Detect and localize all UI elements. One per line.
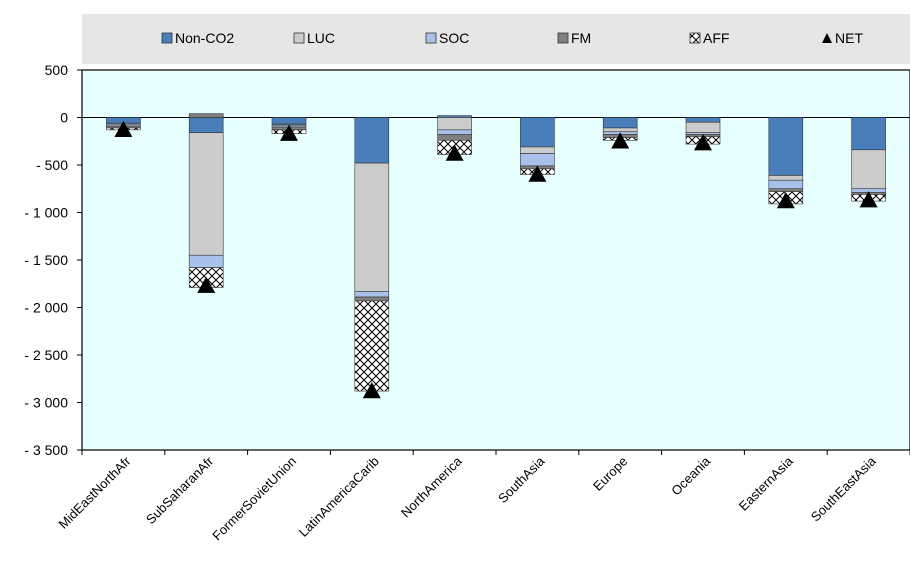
bar-segment: [851, 149, 886, 190]
bar-segment: [685, 121, 721, 133]
legend-label: Non-CO2: [175, 30, 234, 46]
y-tick-label: - 2 000: [24, 300, 68, 316]
legend-marker-triangle: [822, 33, 832, 43]
x-tick-label: FormerSovietUnion: [209, 454, 299, 544]
legend-swatch: [425, 32, 437, 44]
bar-segment: [188, 117, 224, 133]
legend-label: LUC: [307, 30, 335, 46]
legend-swatch: [293, 32, 305, 44]
bar-segment: [354, 162, 390, 292]
x-tick-label: NorthAmerica: [398, 453, 465, 520]
x-tick-label: SouthEastAsia: [808, 453, 879, 524]
x-tick-label: MidEastNorthAfr: [55, 453, 134, 532]
x-tick-label: SubSaharanAfr: [143, 453, 217, 527]
bar-segment: [271, 117, 307, 125]
bar-segment: [768, 117, 804, 176]
bar-segment: [188, 132, 224, 256]
y-tick-label: - 500: [36, 157, 68, 173]
bar-segment: [768, 175, 804, 181]
bar-segment: [768, 188, 804, 192]
net-markers: [114, 120, 878, 399]
x-tick-label: Europe: [590, 454, 630, 494]
bar-segment: [188, 254, 224, 268]
legend-swatch: [161, 32, 173, 44]
y-tick-label: - 1 500: [24, 252, 68, 268]
net-marker: [114, 120, 133, 138]
x-tick-label: SouthAsia: [495, 453, 548, 506]
legend-label: SOC: [439, 30, 469, 46]
net-marker: [528, 165, 547, 182]
net-marker: [197, 276, 216, 293]
bar-segment: [437, 129, 472, 135]
bar-segment: [354, 291, 390, 298]
bar-segment: [768, 179, 804, 190]
bar-segment: [437, 117, 472, 131]
bar-segment: [188, 113, 224, 118]
legend-label: NET: [835, 30, 863, 46]
bar-segment: [602, 127, 638, 133]
bar-segment: [520, 153, 555, 167]
bar-segment: [520, 117, 555, 148]
y-tick-label: - 3 000: [24, 395, 68, 411]
bar-segment: [437, 134, 472, 141]
bar-segment: [602, 117, 638, 129]
legend-label: AFF: [703, 30, 729, 46]
bar-segment: [851, 117, 886, 151]
bar-segment: [354, 296, 390, 302]
bar-segment: [685, 117, 721, 123]
bar-segment: [354, 117, 390, 164]
x-tick-label: Oceania: [668, 453, 713, 498]
legend: Non-CO2 LUC SOC FM AFF NET: [161, 30, 863, 46]
net-marker: [445, 144, 464, 161]
y-tick-label: 0: [60, 110, 68, 126]
x-tick-label: LatinAmericaCarib: [296, 454, 382, 540]
y-tick-label: - 1 000: [24, 205, 68, 221]
net-marker: [694, 134, 712, 151]
x-tick-label: EasternAsia: [736, 453, 797, 514]
bar-segment: [354, 300, 390, 392]
net-marker: [776, 192, 795, 209]
bar-segment: [520, 146, 555, 154]
x-axis: MidEastNorthAfr SubSaharanAfrFormerSoviet…: [55, 450, 910, 543]
net-marker: [859, 191, 878, 208]
legend-swatch: [557, 32, 569, 44]
net-marker: [611, 132, 630, 149]
net-marker: [280, 124, 298, 141]
y-tick-label: - 3 500: [24, 442, 68, 458]
legend-swatch: [689, 32, 701, 44]
legend-band: [82, 14, 910, 64]
y-tick-label: 500: [45, 62, 69, 78]
y-tick-label: - 2 500: [24, 347, 68, 363]
net-marker: [362, 382, 381, 399]
legend-label: FM: [571, 30, 591, 46]
